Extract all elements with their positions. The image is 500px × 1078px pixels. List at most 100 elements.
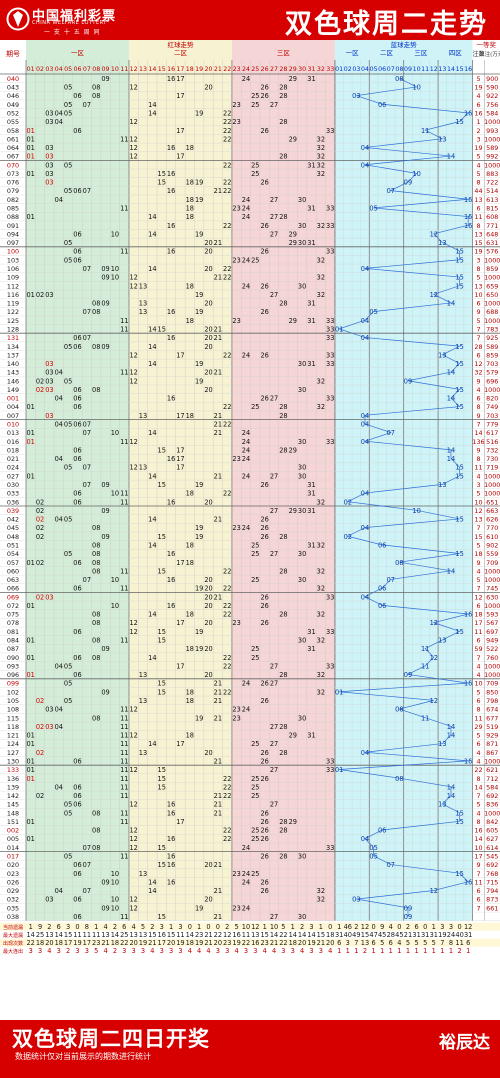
stats-label: 出现次数 bbox=[3, 940, 23, 947]
red-ball: 21 bbox=[214, 714, 222, 722]
blue-ball: 08 bbox=[395, 559, 403, 567]
red-ball: 09 bbox=[101, 533, 109, 541]
red-ball: 33 bbox=[326, 351, 334, 359]
red-ball: 16 bbox=[167, 853, 175, 861]
red-ball: 27 bbox=[270, 472, 278, 480]
trend-chart: 期号红球走势一区二区三区蓝球走势一区二区三区四区一等奖注数单注(万元)01020… bbox=[0, 40, 500, 955]
blue-ball: 10 bbox=[412, 84, 420, 92]
blue-ball: 09 bbox=[404, 179, 412, 187]
red-ball: 26 bbox=[260, 827, 268, 835]
red-ball: 16 bbox=[167, 498, 175, 506]
red-ball: 19 bbox=[195, 360, 203, 368]
blue-ball: 08 bbox=[395, 75, 403, 83]
prize-count: 6 bbox=[476, 887, 480, 895]
prize-count: 6 bbox=[476, 697, 480, 705]
red-stat-value: 23 bbox=[195, 931, 203, 939]
prize-count: 4 bbox=[476, 749, 480, 757]
red-ball: 05 bbox=[64, 516, 72, 524]
blue-ball: 12 bbox=[430, 697, 438, 705]
red-ball: 01 bbox=[26, 144, 34, 152]
red-ball: 19 bbox=[195, 524, 203, 532]
prize-amount: 1000 bbox=[484, 809, 500, 817]
prize-amount: 688 bbox=[486, 308, 498, 316]
prize-amount: 783 bbox=[486, 325, 498, 333]
red-number-header: 19 bbox=[195, 66, 203, 73]
prize-count: 7 bbox=[476, 334, 480, 342]
red-ball: 07 bbox=[83, 576, 91, 584]
red-ball: 17 bbox=[176, 818, 184, 826]
red-stat-value: 14 bbox=[307, 931, 315, 939]
prize-amount: 559 bbox=[486, 550, 498, 558]
red-ball: 12 bbox=[129, 282, 137, 290]
red-number-header: 28 bbox=[279, 66, 287, 73]
red-ball: 11 bbox=[120, 732, 128, 740]
blue-stat-value: 45 bbox=[378, 931, 386, 939]
issue-number: 026 bbox=[7, 878, 19, 886]
prize-count: 7 bbox=[476, 421, 480, 429]
red-ball: 33 bbox=[326, 766, 334, 774]
red-stat-value: 21 bbox=[204, 931, 212, 939]
blue-ball: 04 bbox=[361, 334, 369, 342]
red-ball: 22 bbox=[223, 602, 231, 610]
red-ball: 28 bbox=[279, 446, 287, 454]
red-ball: 11 bbox=[120, 809, 128, 817]
red-ball: 26 bbox=[260, 878, 268, 886]
red-number-header: 26 bbox=[261, 66, 269, 73]
prize-count: 4 bbox=[476, 662, 480, 670]
red-ball: 17 bbox=[176, 127, 184, 135]
blue-ball: 11 bbox=[421, 127, 429, 135]
prize-count: 9 bbox=[476, 861, 480, 869]
red-ball: 26 bbox=[260, 481, 268, 489]
prize-count: 8 bbox=[476, 179, 480, 187]
prize-amount: 709 bbox=[486, 559, 498, 567]
red-ball: 20 bbox=[204, 265, 212, 273]
red-ball: 30 bbox=[298, 222, 306, 230]
blue-ball: 13 bbox=[438, 135, 446, 143]
red-ball: 15 bbox=[158, 861, 166, 869]
blue-stat-value: 1 bbox=[440, 947, 444, 955]
prize-amount: 722 bbox=[486, 179, 498, 187]
red-stat-value: 14 bbox=[111, 931, 119, 939]
prize-amount: 1000 bbox=[484, 256, 500, 264]
blue-ball: 04 bbox=[361, 161, 369, 169]
red-stat-value: 3 bbox=[132, 947, 136, 955]
red-ball: 25 bbox=[251, 550, 259, 558]
blue-ball: 05 bbox=[369, 205, 377, 213]
blue-stat-value: 1 bbox=[466, 947, 470, 955]
red-number-header: 24 bbox=[242, 66, 250, 73]
red-ball: 21 bbox=[214, 325, 222, 333]
blue-ball: 12 bbox=[430, 291, 438, 299]
red-ball: 03 bbox=[45, 291, 53, 299]
red-stat-value: 13 bbox=[45, 931, 53, 939]
red-stat-value: 14 bbox=[270, 931, 278, 939]
blue-stat-value: 1 bbox=[449, 947, 453, 955]
issue-number: 151 bbox=[7, 818, 19, 826]
red-stat-value: 3 bbox=[281, 947, 285, 955]
prize-count: 18 bbox=[474, 611, 482, 619]
red-zone-label: 二区 bbox=[174, 49, 188, 57]
red-stat-value: 25 bbox=[36, 931, 44, 939]
red-ball: 32 bbox=[317, 896, 325, 904]
red-ball: 28 bbox=[279, 533, 287, 541]
issue-number: 004 bbox=[7, 403, 19, 411]
prize-count: 4 bbox=[476, 386, 480, 394]
blue-ball: 13 bbox=[438, 637, 446, 645]
issue-number: 039 bbox=[7, 507, 19, 515]
red-ball: 17 bbox=[176, 559, 184, 567]
red-ball: 26 bbox=[260, 680, 268, 688]
issue-number: 057 bbox=[7, 559, 19, 567]
prize-count: 8 bbox=[476, 403, 480, 411]
red-ball: 32 bbox=[317, 541, 325, 549]
blue-ball: 16 bbox=[464, 222, 472, 230]
red-ball: 29 bbox=[289, 732, 297, 740]
blue-stat-value: 11 bbox=[455, 939, 463, 947]
prize-amount: 902 bbox=[486, 541, 498, 549]
red-stat-value: 23 bbox=[260, 939, 268, 947]
red-stat-value: 3 bbox=[85, 947, 89, 955]
red-trend-title: 红球走势 bbox=[167, 40, 194, 49]
red-ball: 12 bbox=[129, 706, 137, 714]
prize-amount: 630 bbox=[486, 593, 498, 601]
prize-count: 5 bbox=[476, 317, 480, 325]
issue-number: 076 bbox=[7, 179, 19, 187]
red-ball: 15 bbox=[158, 567, 166, 575]
